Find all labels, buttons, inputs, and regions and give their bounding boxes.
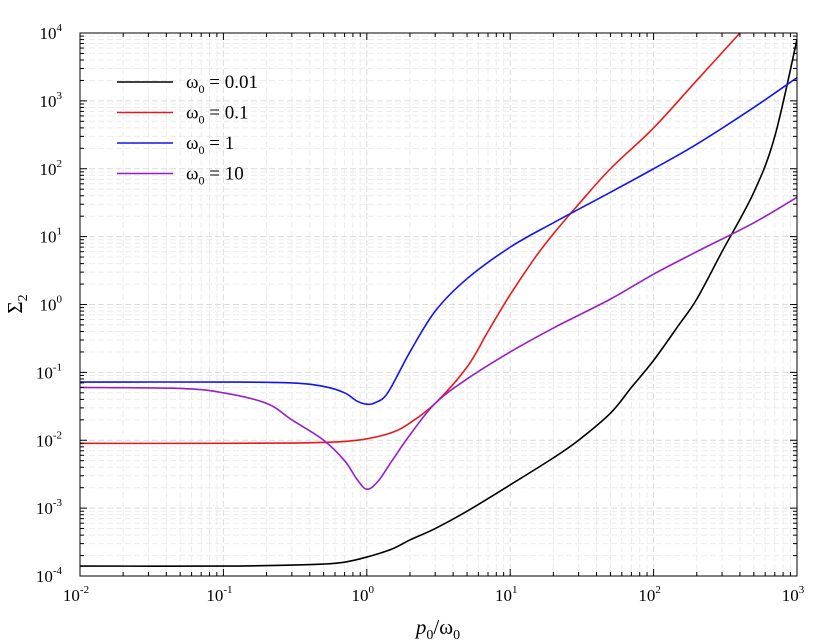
y-tick-label: 10-2 bbox=[36, 429, 62, 450]
series-line-0 bbox=[80, 39, 797, 567]
y-tick-label: 103 bbox=[40, 90, 63, 111]
y-axis-label: Σ2 bbox=[3, 294, 31, 313]
y-tick-label: 101 bbox=[40, 226, 63, 247]
tick-marks bbox=[79, 33, 797, 577]
series-group bbox=[80, 33, 797, 567]
x-tick-label: 101 bbox=[495, 584, 518, 605]
y-tick-label: 104 bbox=[40, 22, 63, 43]
y-tick-label: 102 bbox=[40, 158, 63, 179]
x-axis-label: p0/ω0 bbox=[414, 615, 460, 642]
grid bbox=[80, 33, 797, 576]
y-tick-label: 10-1 bbox=[36, 361, 62, 382]
legend: ω0 = 0.01 ω0 = 0.1 ω0 = 1 ω0 = 10 bbox=[117, 72, 258, 188]
y-tick-label: 10-4 bbox=[36, 565, 63, 586]
series-line-3 bbox=[80, 196, 797, 491]
x-tick-label: 10-1 bbox=[206, 584, 232, 605]
x-tick-label: 103 bbox=[782, 584, 805, 605]
y-tick-label: 10-3 bbox=[36, 497, 63, 518]
legend-label-1: ω0 = 0.1 bbox=[186, 103, 248, 127]
y-tick-label: 100 bbox=[40, 294, 63, 315]
legend-label-0: ω0 = 0.01 bbox=[186, 72, 258, 96]
series-line-2 bbox=[80, 76, 797, 406]
legend-label-2: ω0 = 1 bbox=[186, 133, 234, 157]
x-tick-labels: 10-2 10-1 100 101 102 103 bbox=[63, 584, 805, 605]
x-tick-label: 100 bbox=[352, 584, 375, 605]
legend-label-3: ω0 = 10 bbox=[186, 164, 244, 188]
y-tick-labels: 10-4 10-3 10-2 10-1 100 101 102 103 104 bbox=[36, 22, 63, 586]
x-tick-label: 102 bbox=[638, 584, 661, 605]
x-tick-label: 10-2 bbox=[63, 584, 89, 605]
series-line-1 bbox=[80, 33, 741, 445]
